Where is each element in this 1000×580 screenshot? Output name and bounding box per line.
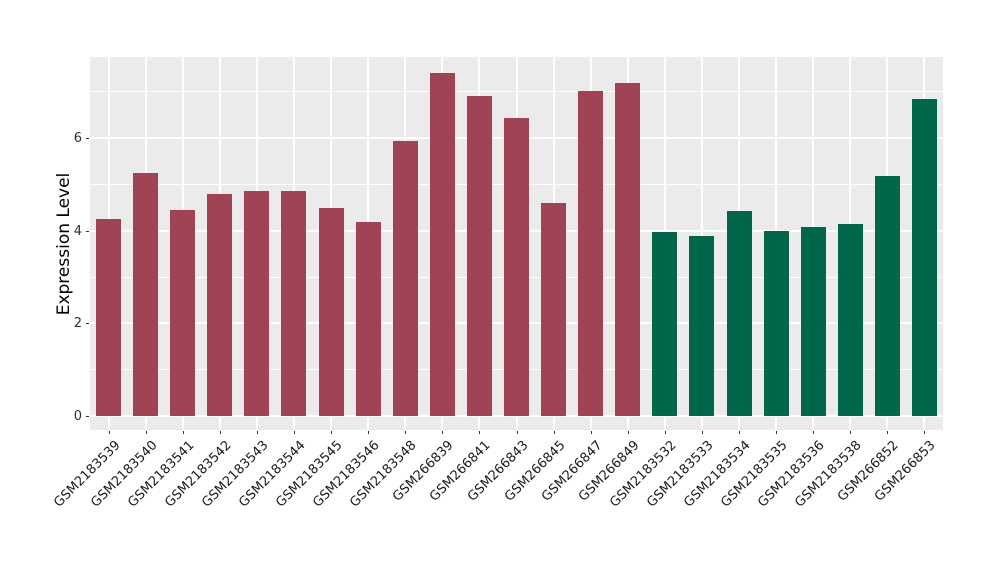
y-axis-title: Expression Level (54, 172, 74, 315)
bar-GSM266839 (429, 73, 455, 416)
x-tick-mark (664, 431, 666, 434)
bar-GSM2183540 (133, 172, 159, 416)
bar-GSM2183548 (392, 140, 418, 416)
x-tick-mark (776, 431, 778, 434)
bar-GSM2183543 (244, 190, 270, 416)
y-tick-mark (86, 323, 89, 325)
x-tick-mark (850, 431, 852, 434)
bar-GSM2183535 (763, 230, 789, 416)
x-tick-mark (701, 431, 703, 434)
x-tick-mark (293, 431, 295, 434)
bar-GSM266849 (615, 83, 641, 416)
y-tick-mark (86, 230, 89, 232)
x-tick-mark (331, 431, 333, 434)
x-tick-mark (479, 431, 481, 434)
bar-GSM266853 (911, 98, 937, 416)
bar-GSM2183532 (652, 231, 678, 416)
y-tick-label: 0 (73, 409, 82, 424)
bar-GSM2183539 (96, 219, 122, 416)
y-tick-label: 4 (73, 223, 82, 239)
y-tick-label: 6 (73, 131, 82, 147)
x-tick-mark (182, 431, 184, 434)
x-tick-mark (442, 431, 444, 434)
x-tick-mark (368, 431, 370, 434)
bar-GSM266841 (466, 95, 492, 416)
bar-GSM2183544 (281, 190, 307, 416)
y-tick-mark (86, 416, 89, 417)
y-tick-label: 2 (73, 316, 82, 332)
bar-GSM2183536 (800, 226, 826, 416)
x-tick-mark (553, 431, 555, 434)
x-tick-mark (590, 431, 592, 434)
y-tick-mark (86, 138, 89, 140)
bar-GSM2183533 (689, 235, 715, 416)
x-tick-mark (924, 431, 926, 434)
x-tick-mark (405, 431, 407, 434)
x-tick-mark (516, 431, 518, 434)
x-tick-mark (813, 431, 815, 434)
plot-panel (90, 57, 943, 430)
x-tick-mark (108, 431, 110, 434)
x-tick-mark (256, 431, 258, 434)
bar-GSM2183534 (726, 210, 752, 416)
bar-GSM266847 (578, 90, 604, 416)
bar-GSM266843 (504, 117, 529, 416)
bar-GSM2183538 (837, 224, 863, 416)
bar-GSM266852 (874, 175, 900, 416)
x-tick-mark (145, 431, 147, 434)
bar-GSM2183546 (355, 221, 381, 416)
bar-GSM2183545 (318, 207, 344, 416)
x-tick-mark (627, 431, 629, 434)
x-tick-mark (739, 431, 741, 434)
bar-GSM2183542 (207, 193, 233, 416)
x-tick-mark (887, 431, 889, 434)
x-tick-mark (219, 431, 221, 434)
bar-GSM266845 (541, 203, 567, 416)
bar-GSM2183541 (170, 209, 196, 416)
